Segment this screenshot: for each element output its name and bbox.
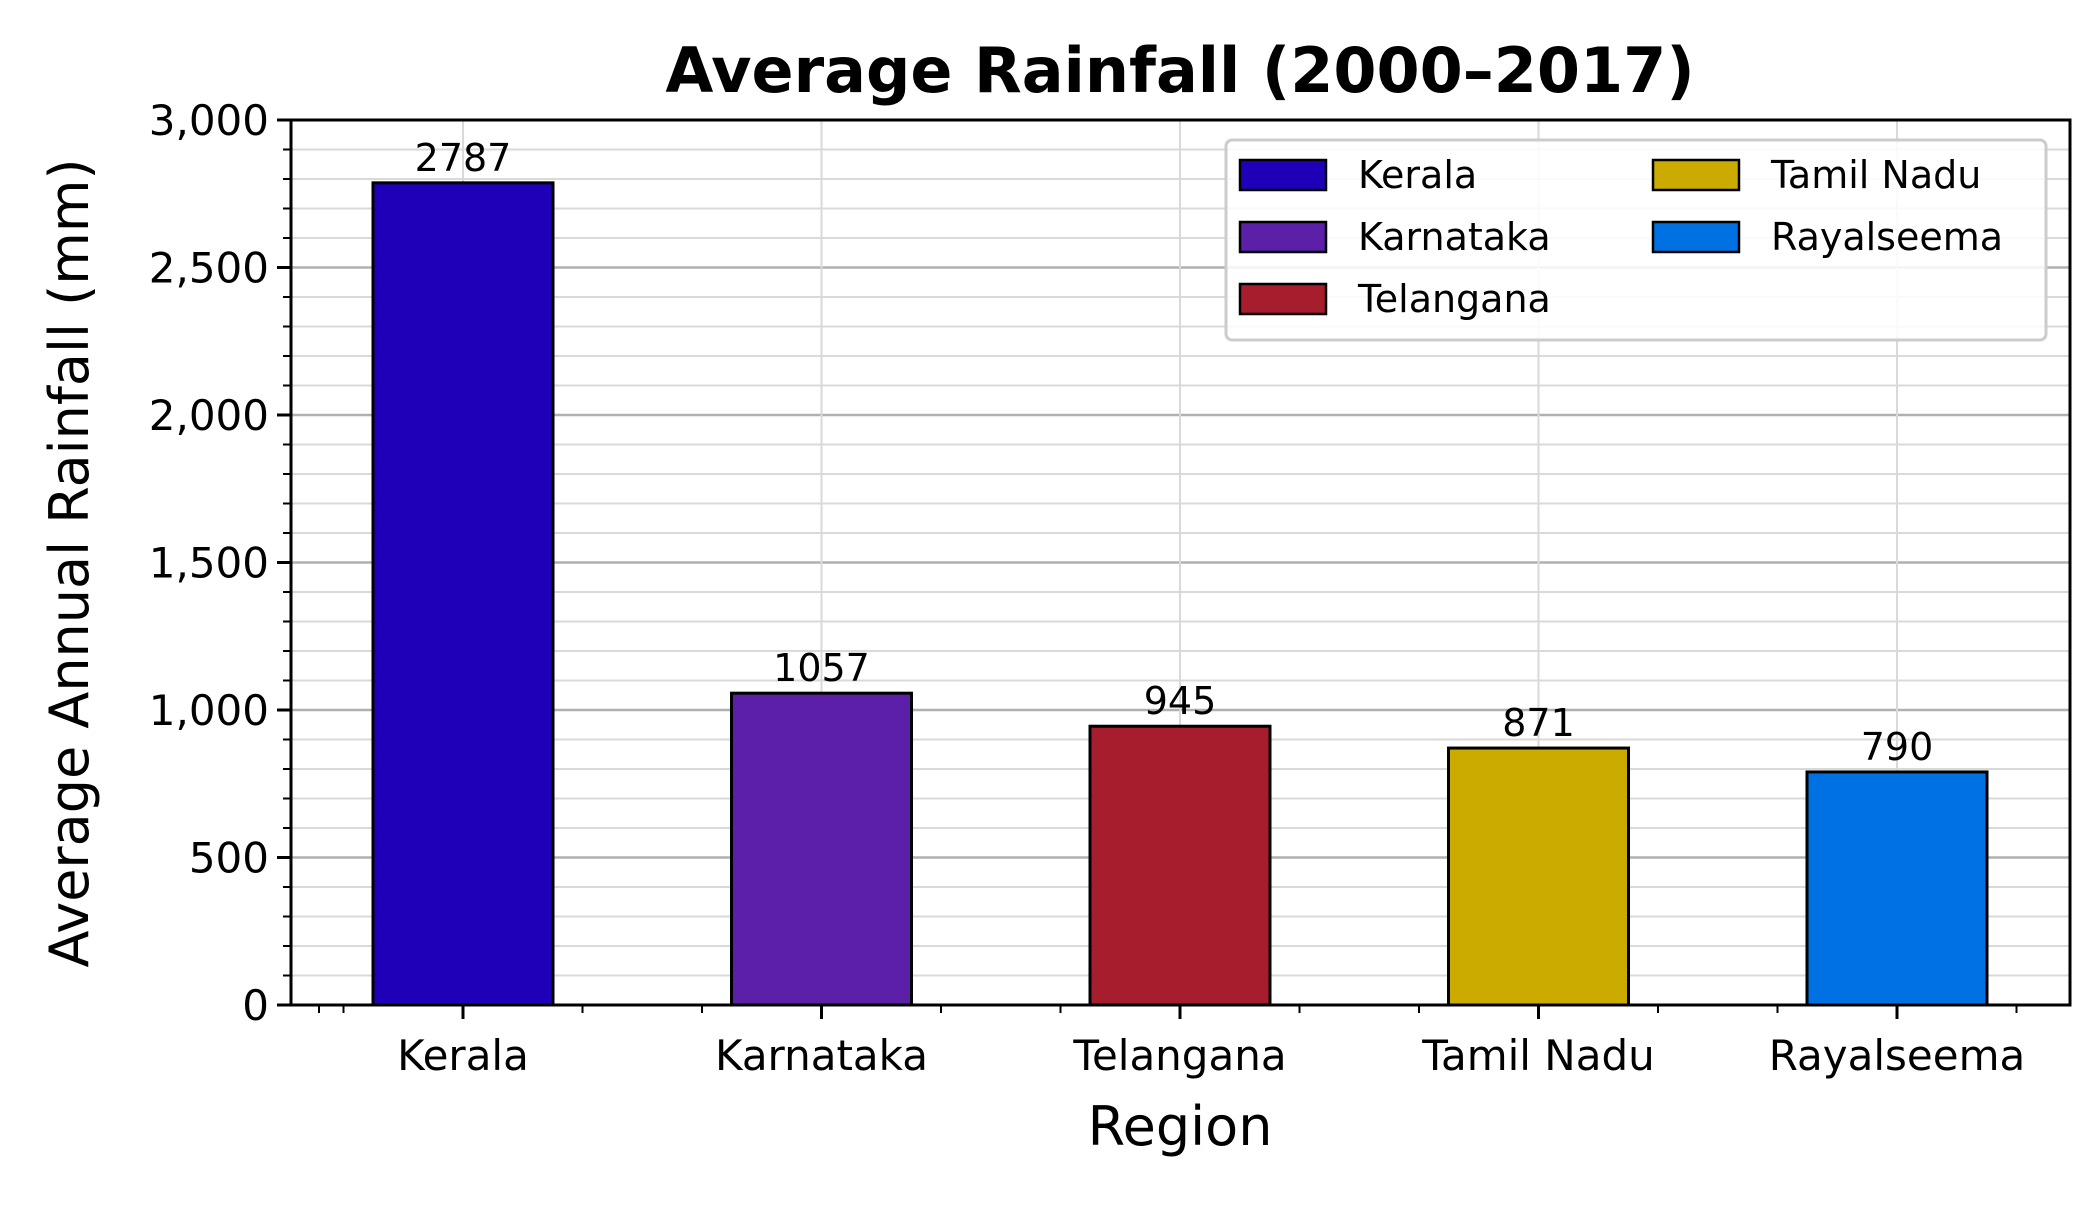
x-tick-label: Karnataka: [715, 1031, 928, 1080]
value-labels: 2787 1057 945 871 790: [415, 136, 1934, 769]
y-tick-label: 1,000: [149, 686, 269, 735]
legend-label: Telangana: [1357, 277, 1551, 321]
y-tick-label: 2,000: [149, 391, 269, 440]
legend-swatch: [1651, 220, 1741, 254]
x-tick-label: Telangana: [1072, 1031, 1286, 1080]
legend-swatch: [1238, 220, 1328, 254]
x-axis-label: Region: [1088, 1095, 1273, 1158]
y-axis-label: Average Annual Rainfall (mm): [38, 158, 101, 967]
legend-swatch: [1238, 282, 1328, 316]
axis-ticks: 0 500 1,000 1,500 2,000 2,500 3,000 Kerala Karna…: [149, 96, 2025, 1080]
y-tick-label: 0: [242, 981, 269, 1030]
x-tick-label: Kerala: [397, 1031, 529, 1080]
bars: [371, 181, 1989, 1007]
y-tick-label: 3,000: [149, 96, 269, 145]
bar-kerala: [371, 181, 555, 1007]
value-label: 790: [1861, 725, 1934, 769]
value-label: 1057: [773, 646, 870, 690]
bar-tamil-nadu: [1447, 746, 1630, 1007]
value-label: 2787: [415, 136, 512, 180]
legend-label: Karnataka: [1358, 215, 1551, 259]
y-tick-label: 1,500: [149, 539, 269, 588]
x-tick-label: Rayalseema: [1769, 1031, 2025, 1080]
y-tick-label: 2,500: [149, 244, 269, 293]
chart-title: Average Rainfall (2000–2017): [665, 34, 1694, 107]
value-label: 871: [1502, 701, 1575, 745]
legend-swatch: [1651, 158, 1741, 192]
legend-label: Rayalseema: [1771, 215, 2003, 259]
legend-frame: [1224, 138, 2048, 342]
value-label: 945: [1144, 679, 1217, 723]
y-tick-label: 500: [189, 834, 269, 883]
legend-label: Tamil Nadu: [1770, 153, 1981, 197]
x-tick-label: Tamil Nadu: [1421, 1031, 1654, 1080]
legend-swatch: [1238, 158, 1328, 192]
bar-rayalseema: [1805, 770, 1989, 1007]
legend-label: Kerala: [1358, 153, 1477, 197]
bar-karnataka: [730, 691, 913, 1007]
bar-telangana: [1088, 724, 1272, 1007]
legend: Kerala Karnataka Telangana Tamil Nadu Rayals…: [1224, 138, 2048, 342]
